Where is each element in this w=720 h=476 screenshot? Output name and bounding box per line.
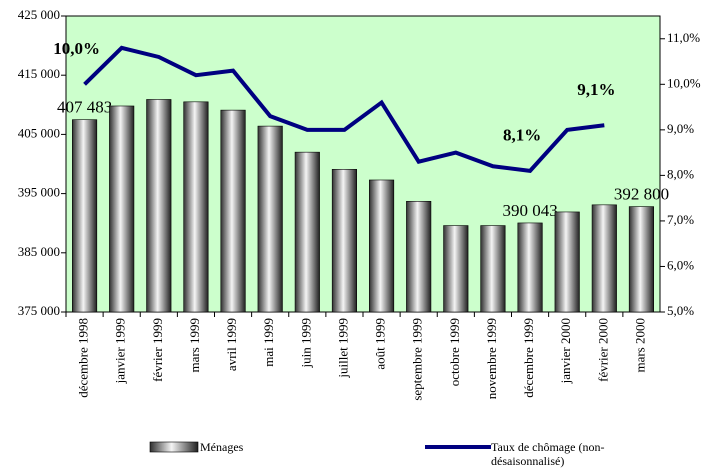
- legend-label: Ménages: [200, 440, 244, 454]
- y2-tick-label: 9,0%: [667, 121, 694, 136]
- y2-tick-label: 8,0%: [667, 166, 694, 181]
- x-tick-label: juin 1999: [298, 318, 313, 368]
- bar: [257, 125, 283, 313]
- line-value-label: 8,1%: [503, 126, 541, 145]
- y2-tick-label: 7,0%: [667, 212, 694, 227]
- bar: [294, 151, 320, 313]
- bar: [406, 200, 432, 313]
- legend-entry: Ménages: [200, 440, 244, 454]
- x-tick-label: décembre 1999: [521, 318, 536, 398]
- bar-value-label: 390 043: [502, 201, 557, 220]
- y-tick-label: 405 000: [18, 125, 60, 140]
- y2-tick-label: 6,0%: [667, 257, 694, 272]
- x-tick-label: janvier 1999: [113, 318, 128, 384]
- y-tick-label: 425 000: [18, 7, 60, 22]
- legend-entry: Taux de chômage (non-désaisonnalisé): [491, 440, 605, 468]
- bar: [109, 105, 135, 313]
- bar-value-label: 392 800: [614, 185, 669, 204]
- bar: [146, 99, 172, 313]
- bar: [331, 169, 357, 313]
- x-tick-label: mars 2000: [632, 318, 647, 373]
- bar: [628, 206, 654, 313]
- bar: [591, 204, 617, 313]
- x-tick-label: mai 1999: [261, 318, 276, 367]
- bar-value-label: 407 483: [57, 98, 112, 117]
- bar: [480, 225, 506, 313]
- bar: [517, 222, 543, 313]
- y2-tick-label: 10,0%: [667, 75, 701, 90]
- y2-tick-label: 5,0%: [667, 303, 694, 318]
- x-tick-label: février 2000: [595, 318, 610, 382]
- bar: [369, 179, 395, 313]
- y-tick-label: 415 000: [18, 66, 60, 81]
- line: [83, 45, 605, 173]
- bar: [72, 119, 98, 313]
- y2-tick-label: 11,0%: [667, 30, 700, 45]
- bar: [220, 109, 246, 313]
- bar: [183, 101, 209, 313]
- x-tick-label: février 1999: [150, 318, 165, 382]
- x-tick-label: septembre 1999: [410, 318, 425, 401]
- x-tick-label: août 1999: [373, 318, 388, 370]
- legend-swatch: [149, 441, 199, 453]
- y-tick-label: 375 000: [18, 303, 60, 318]
- x-tick-label: octobre 1999: [447, 318, 462, 386]
- x-tick-label: janvier 2000: [558, 318, 573, 384]
- x-tick-label: novembre 1999: [484, 318, 499, 399]
- x-tick-label: avril 1999: [224, 318, 239, 371]
- x-tick-label: mars 1999: [187, 318, 202, 373]
- bar: [554, 211, 580, 313]
- line-value-label: 9,1%: [577, 80, 615, 99]
- x-tick-label: décembre 1998: [76, 318, 91, 398]
- x-tick-label: juillet 1999: [335, 318, 350, 379]
- y-tick-label: 395 000: [18, 185, 60, 200]
- y-tick-label: 385 000: [18, 244, 60, 259]
- legend-label: Taux de chômage (non-désaisonnalisé): [491, 440, 605, 468]
- line-value-label: 10,0%: [53, 39, 100, 58]
- bar: [443, 225, 469, 313]
